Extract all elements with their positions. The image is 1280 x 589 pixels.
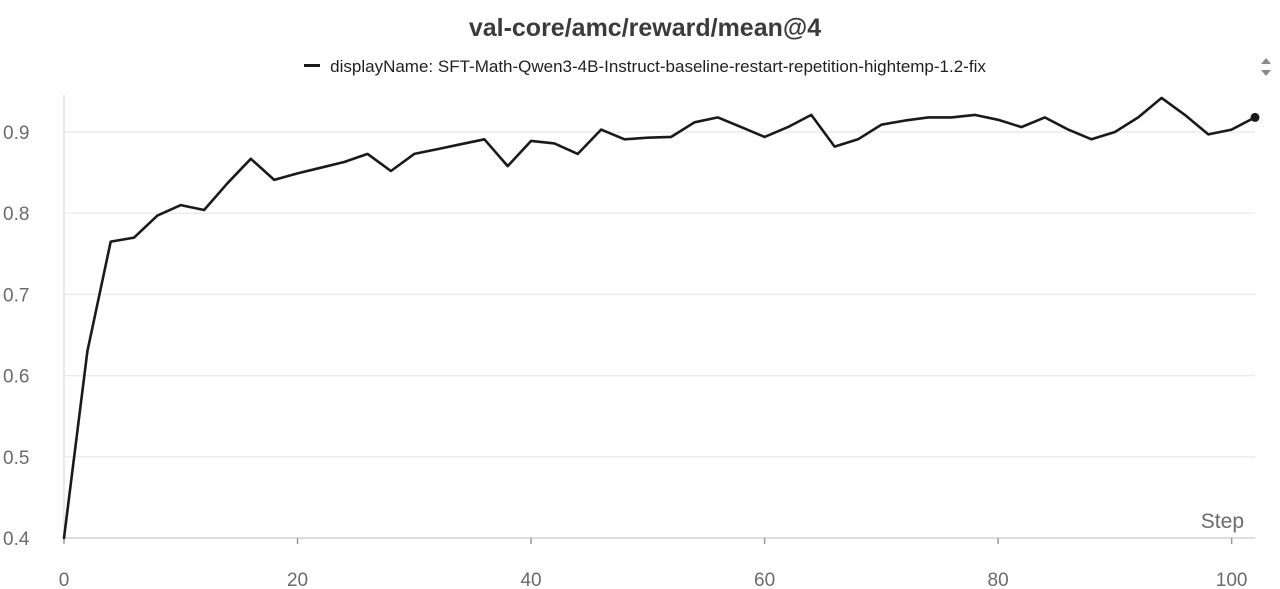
legend-label: displayName: SFT-Math-Qwen3-4B-Instruct-… (330, 57, 986, 76)
x-tick-label: 20 (287, 570, 308, 589)
scroll-up-down-icon[interactable] (1260, 56, 1272, 78)
x-tick-label: 40 (520, 570, 541, 589)
series-line (62, 96, 1257, 540)
x-tick-label: 100 (1216, 570, 1248, 589)
series-end-point (1250, 112, 1260, 122)
x-tick-label: 80 (988, 570, 1009, 589)
y-tick-label: 0.5 (3, 448, 29, 469)
y-tick-label: 0.7 (3, 285, 29, 306)
x-tick-label: 60 (754, 570, 775, 589)
legend[interactable]: displayName: SFT-Math-Qwen3-4B-Instruct-… (0, 57, 1280, 77)
y-tick-label: 0.9 (3, 123, 29, 144)
chart-title: val-core/amc/reward/mean@4 (468, 14, 822, 42)
legend-swatch (304, 64, 321, 68)
y-tick-label: 0.4 (3, 529, 30, 550)
x-axis-title: Step (1201, 510, 1244, 533)
x-tick-label: 0 (59, 570, 70, 589)
y-tick-label: 0.8 (3, 204, 29, 225)
y-tick-label: 0.6 (3, 367, 29, 388)
